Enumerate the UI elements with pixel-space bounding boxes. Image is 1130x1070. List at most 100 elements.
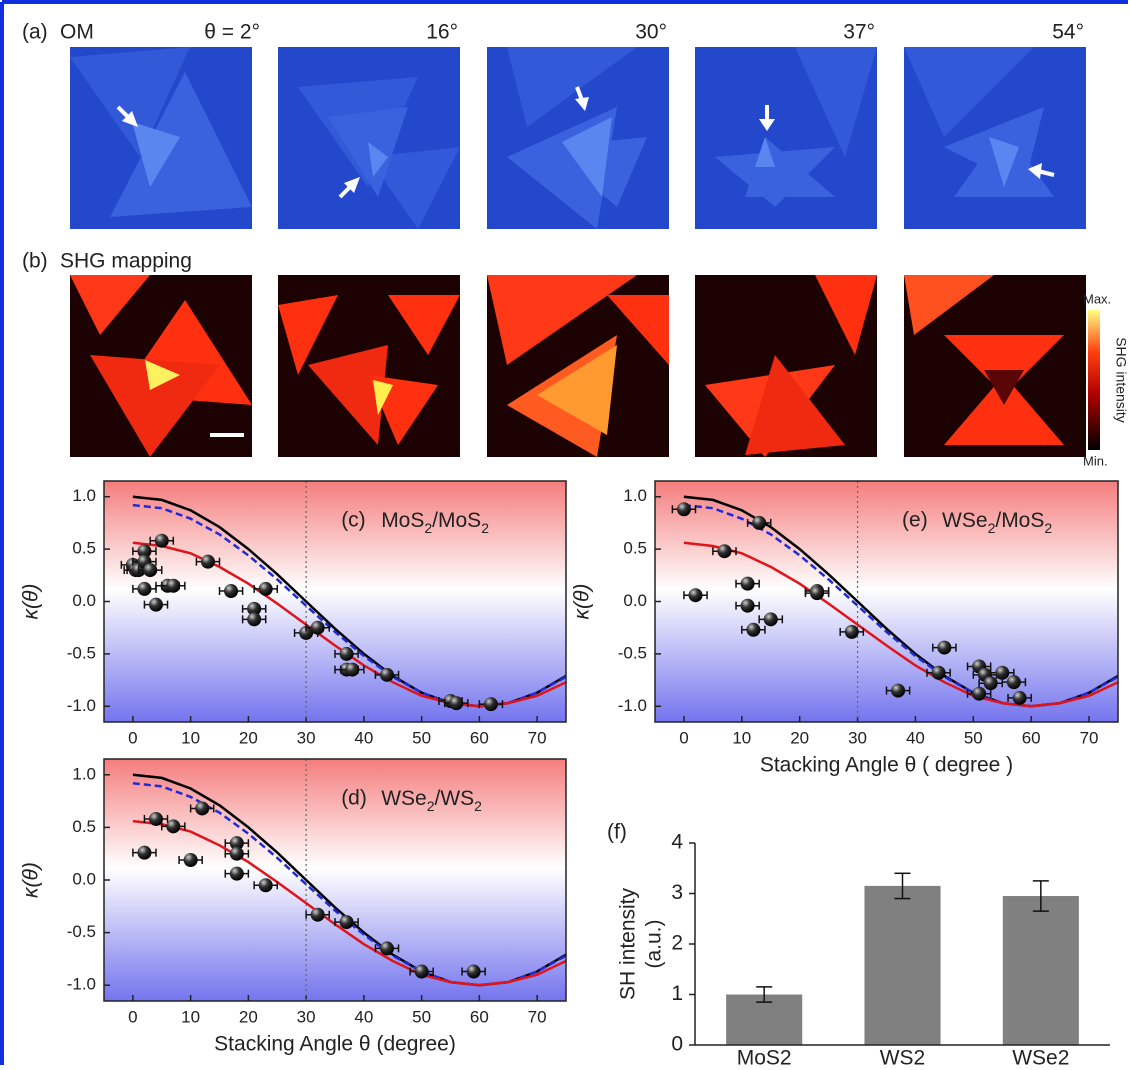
title-part: /WS [435, 787, 475, 810]
y-tick-label: -0.5 [618, 643, 647, 662]
y-tick-label: 0.5 [72, 817, 96, 836]
y-tick-label: 1 [671, 982, 683, 1005]
om-image [904, 47, 1086, 229]
x-tick-label: 50 [412, 728, 431, 747]
panel-title: OM [60, 21, 94, 44]
y-tick-label: 0 [671, 1033, 683, 1056]
om-image [278, 47, 460, 229]
x-tick-label: 60 [470, 1007, 489, 1026]
data-point [449, 696, 463, 710]
angle-label: 54° [1052, 21, 1084, 44]
data-point [224, 584, 238, 598]
panel-title: SHG mapping [60, 250, 192, 273]
plot-background [104, 759, 566, 1001]
data-point [1013, 691, 1027, 705]
y-tick-label: -1.0 [67, 975, 96, 994]
data-point [201, 555, 215, 569]
panel-label: (c) [341, 509, 366, 532]
data-point [380, 941, 394, 955]
panel-label: (d) [341, 787, 367, 810]
colorbar [1088, 310, 1100, 450]
data-point [184, 853, 198, 867]
y-tick-label: -1.0 [618, 696, 647, 715]
data-point [247, 612, 261, 626]
x-tick-label: 30 [297, 728, 316, 747]
x-tick-label: 10 [181, 1007, 200, 1026]
data-point [166, 579, 180, 593]
shg-image [904, 275, 1086, 457]
data-point [415, 965, 429, 979]
x-tick-label: 70 [528, 728, 547, 747]
y-axis-label: κ(θ) [20, 862, 43, 898]
data-point [345, 663, 359, 677]
y-tick-label: 1.0 [72, 764, 96, 783]
x-tick-label: 0 [128, 728, 137, 747]
x-tick-label: WS2 [880, 1047, 926, 1065]
x-tick-label: 40 [354, 1007, 373, 1026]
data-point [467, 965, 481, 979]
plot-background [104, 481, 566, 722]
om-image [695, 47, 877, 229]
data-point [149, 598, 163, 612]
x-tick-label: 0 [128, 1007, 137, 1026]
x-tick-label: 60 [1022, 728, 1041, 747]
data-point [311, 621, 325, 635]
data-point [677, 502, 691, 516]
shg-image [695, 275, 877, 457]
data-point [155, 534, 169, 548]
x-tick-label: WSe2 [1012, 1047, 1069, 1065]
x-tick-label: 20 [239, 1007, 258, 1026]
x-tick-label: 70 [1080, 728, 1099, 747]
data-point [137, 582, 151, 596]
data-point [230, 847, 244, 861]
data-point [845, 625, 859, 639]
panel-label: (e) [902, 509, 928, 532]
y-tick-label: 0.0 [72, 869, 96, 888]
y-tick-label: -1.0 [67, 696, 96, 715]
data-point [746, 623, 760, 637]
data-point [810, 586, 824, 600]
data-point [137, 846, 151, 860]
y-axis-label: SH intensity [617, 887, 640, 1000]
data-point [891, 684, 905, 698]
data-point [689, 588, 703, 602]
om-image [487, 47, 669, 229]
y-tick-label: 1.0 [623, 486, 647, 505]
colorbar-max: Max. [1083, 291, 1111, 306]
title-part: /MoS [432, 509, 481, 532]
angle-label: θ = 2° [204, 21, 260, 44]
data-point [932, 666, 946, 680]
angle-label: 16° [426, 21, 458, 44]
panel-label: (b) [22, 250, 48, 273]
y-axis-label: (a.u.) [643, 919, 666, 968]
y-tick-label: -0.5 [67, 643, 96, 662]
x-tick-label: 30 [297, 1007, 316, 1026]
om-image [70, 47, 252, 229]
shg-image [278, 275, 460, 457]
y-tick-label: -0.5 [67, 922, 96, 941]
data-point [149, 812, 163, 826]
y-tick-label: 2 [671, 932, 683, 955]
data-point [937, 641, 951, 655]
bar [1003, 896, 1079, 1045]
shg-image [487, 275, 669, 457]
data-point [741, 599, 755, 613]
data-point [484, 697, 498, 711]
x-tick-label: 60 [470, 728, 489, 747]
title-part: /MoS [995, 509, 1044, 532]
data-point [340, 915, 354, 929]
x-tick-label: 30 [848, 728, 867, 747]
x-axis-label: Stacking Angle θ (degree) [214, 1033, 456, 1056]
title-part: 2 [474, 798, 482, 814]
data-point [764, 612, 778, 626]
y-tick-label: 4 [671, 831, 683, 854]
data-point [752, 516, 766, 530]
data-point [340, 647, 354, 661]
colorbar-label: SHG intensity [1113, 337, 1129, 423]
x-tick-label: MoS2 [737, 1047, 792, 1065]
x-tick-label: 0 [679, 728, 688, 747]
title-part: 2 [481, 520, 489, 536]
data-point [259, 878, 273, 892]
x-axis-label: Stacking Angle θ ( degree ) [760, 754, 1013, 777]
x-tick-label: 10 [732, 728, 751, 747]
